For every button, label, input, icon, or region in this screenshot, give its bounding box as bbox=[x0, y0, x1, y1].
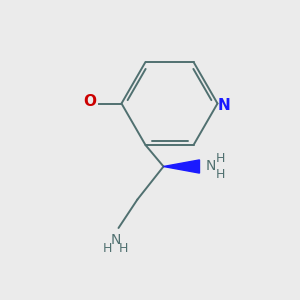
Text: H: H bbox=[119, 242, 129, 255]
Text: H: H bbox=[102, 242, 112, 255]
Text: N: N bbox=[218, 98, 230, 112]
Text: H: H bbox=[216, 152, 225, 165]
Text: O: O bbox=[84, 94, 97, 110]
Text: N: N bbox=[206, 159, 217, 173]
Polygon shape bbox=[164, 160, 200, 173]
Text: N: N bbox=[110, 233, 121, 248]
Text: H: H bbox=[216, 167, 225, 181]
